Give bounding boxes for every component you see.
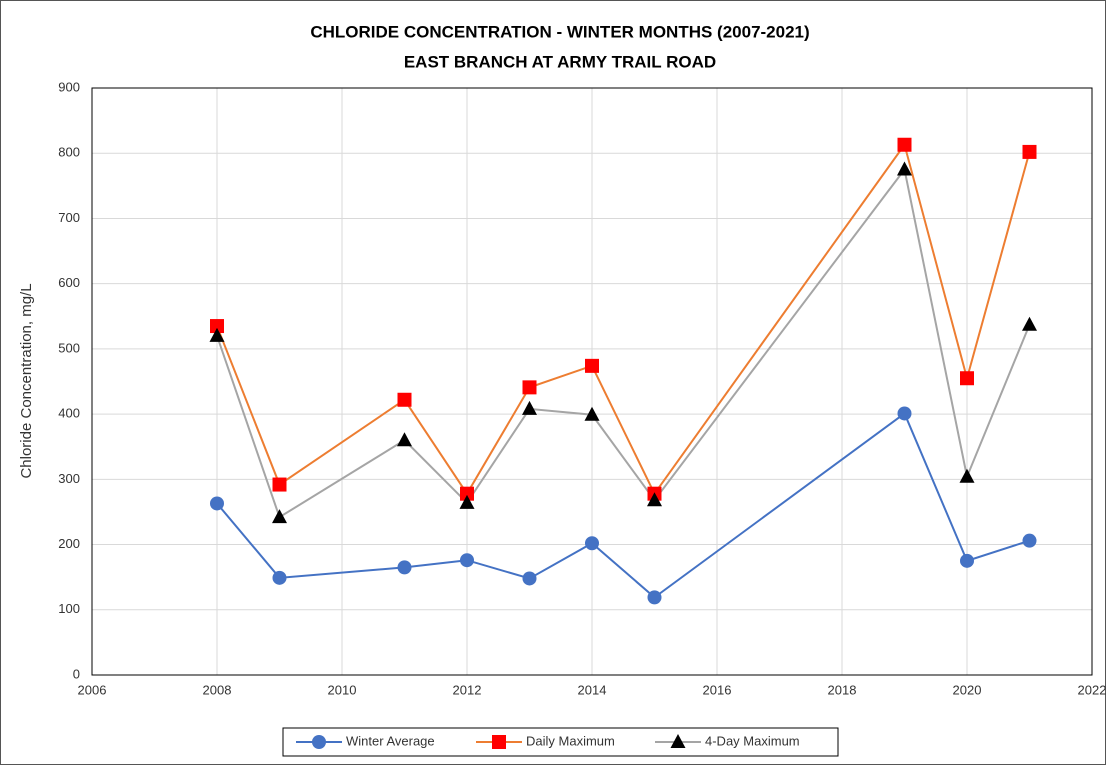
y-tick-label: 0 xyxy=(73,666,80,681)
y-tick-label: 800 xyxy=(58,145,80,160)
data-point xyxy=(522,400,537,415)
x-tick-label: 2012 xyxy=(453,682,482,697)
plot-border xyxy=(91,87,1093,676)
data-point xyxy=(460,553,474,568)
data-point xyxy=(272,570,287,585)
data-point xyxy=(585,358,599,373)
data-point xyxy=(1022,144,1037,159)
data-point xyxy=(1022,316,1037,331)
x-tick-label: 2010 xyxy=(328,682,357,697)
series-line xyxy=(216,167,1031,519)
data-point xyxy=(209,327,225,342)
legend-marker xyxy=(670,734,686,748)
data-point xyxy=(397,560,412,575)
data-point xyxy=(897,406,912,421)
legend-marker xyxy=(312,735,326,749)
y-tick-label: 600 xyxy=(58,275,80,290)
data-point xyxy=(522,571,537,586)
x-tick-label: 2018 xyxy=(828,682,857,697)
data-point xyxy=(397,392,412,407)
legend-label: Daily Maximum xyxy=(526,733,615,748)
y-tick-label: 300 xyxy=(58,471,80,486)
data-point xyxy=(584,406,600,421)
data-point xyxy=(459,494,475,509)
data-point xyxy=(522,380,537,395)
legend-label: 4-Day Maximum xyxy=(705,733,800,748)
data-point xyxy=(897,161,912,176)
chart-title: CHLORIDE CONCENTRATION - WINTER MONTHS (… xyxy=(310,22,809,41)
legend-marker xyxy=(492,735,506,749)
series-line xyxy=(216,411,1030,599)
data-point xyxy=(210,319,224,334)
x-tick-label: 2022 xyxy=(1078,682,1106,697)
x-tick-label: 2014 xyxy=(578,682,607,697)
x-tick-label: 2020 xyxy=(953,682,982,697)
x-tick-label: 2016 xyxy=(703,682,732,697)
series-line xyxy=(216,142,1031,496)
y-tick-label: 200 xyxy=(58,536,80,551)
x-tick-label: 2006 xyxy=(78,682,107,697)
chart-subtitle: EAST BRANCH AT ARMY TRAIL ROAD xyxy=(404,52,716,71)
data-point xyxy=(210,496,224,511)
data-point xyxy=(585,536,599,551)
y-tick-label: 100 xyxy=(58,601,80,616)
data-point xyxy=(959,468,975,483)
y-tick-label: 500 xyxy=(58,340,80,355)
data-point xyxy=(647,590,662,605)
y-axis-label: Chloride Concentration, mg/L xyxy=(18,283,35,478)
data-point xyxy=(647,492,662,507)
data-point xyxy=(1022,533,1037,548)
y-tick-label: 700 xyxy=(58,210,80,225)
data-point xyxy=(272,509,287,524)
data-point xyxy=(960,371,974,386)
x-tick-label: 2008 xyxy=(203,682,232,697)
data-point xyxy=(460,486,474,501)
data-point xyxy=(272,477,287,492)
data-point xyxy=(897,137,912,152)
data-point xyxy=(397,432,412,447)
y-tick-label: 900 xyxy=(58,79,80,94)
y-tick-label: 400 xyxy=(58,406,80,421)
legend-label: Winter Average xyxy=(346,733,435,748)
legend-box xyxy=(282,727,839,757)
data-point xyxy=(960,553,974,568)
